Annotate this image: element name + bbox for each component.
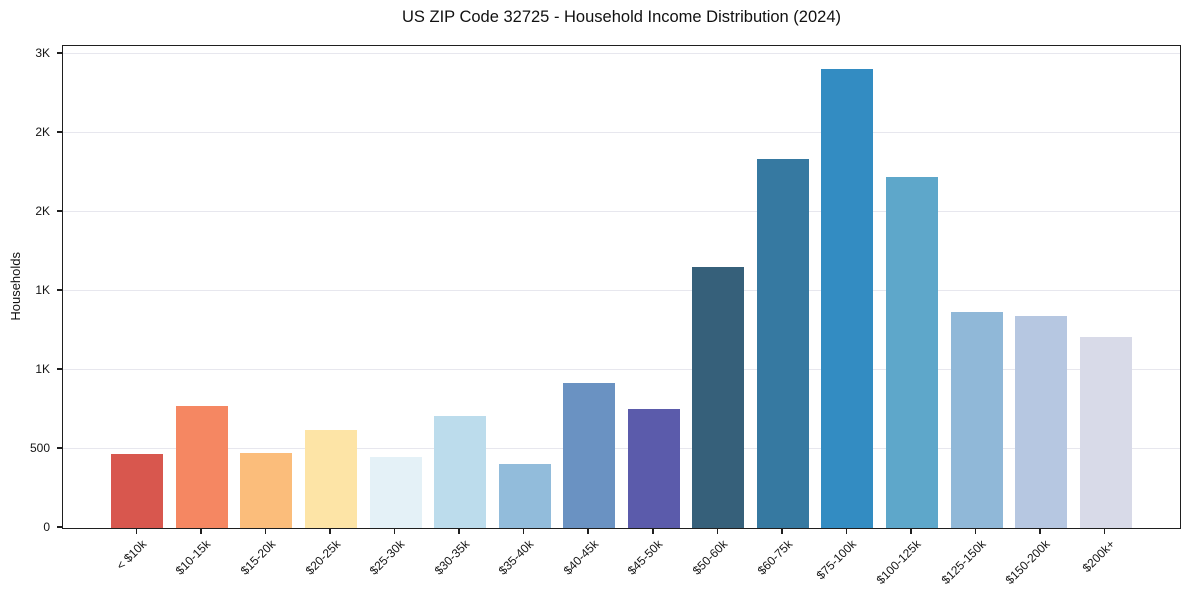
bar-75-100k [821,68,874,528]
y-tick-label: 2K [35,203,50,218]
x-tick-label: < $10k [113,537,150,573]
x-tick-label: $125-150k [938,537,989,588]
bar-10k [111,453,164,528]
y-tick-mark [57,368,62,370]
y-tick-mark [57,447,62,449]
x-tick-label: $75-100k [814,537,860,583]
bar-20-25k [304,430,357,528]
x-tick-label: $20-25k [302,537,343,578]
x-tick-label: $45-50k [625,537,666,578]
y-tick-mark [57,52,62,54]
x-tick-label: $200k+ [1079,537,1118,575]
x-tick-mark [1039,529,1041,534]
x-tick-mark [522,529,525,534]
x-tick-label: $150-200k [1003,537,1054,588]
x-tick-label: $100-125k [873,537,924,588]
x-tick-mark [716,529,719,534]
y-tick-label: 3K [35,45,50,60]
x-tick-mark [781,529,783,534]
x-tick-mark [1103,529,1106,534]
y-tick-mark [57,289,62,291]
chart-title: US ZIP Code 32725 - Household Income Dis… [401,8,841,26]
bar-10-15k [175,405,228,528]
bar-35-40k [498,464,551,528]
gridline [63,290,1180,292]
x-tick-mark [845,529,848,534]
gridline [63,132,1180,134]
x-tick-label: $60-75k [754,537,795,578]
x-tick-mark [652,529,654,534]
bar-45-50k [627,409,680,528]
x-tick-label: $40-45k [560,537,602,578]
bar-30-35k [434,415,487,528]
gridline [63,53,1180,55]
x-tick-mark [393,529,396,534]
bar-25-30k [369,456,422,528]
y-tick-label: 500 [29,440,50,455]
x-tick-mark [264,529,267,534]
x-tick-mark [329,529,331,534]
bar-125-150k [950,312,1003,528]
plot-area [62,45,1181,529]
x-tick-label: $25-30k [366,537,408,578]
x-tick-mark [974,529,977,534]
bar-100-125k [886,177,939,528]
x-tick-mark [135,529,138,534]
x-tick-label: $10-15k [173,537,214,578]
y-tick-mark [57,210,62,212]
x-tick-label: $50-60k [689,537,731,578]
y-tick-label: 0 [43,520,50,534]
gridline [63,369,1180,371]
gridline [63,211,1180,213]
x-tick-mark [587,529,589,534]
bar-15-20k [240,452,293,528]
bar-150-200k [1015,316,1068,528]
y-tick-label: 1K [35,361,50,376]
x-tick-label: $30-35k [431,537,472,578]
bar-40-45k [563,382,616,528]
x-tick-label: $35-40k [495,537,537,578]
bar-60-75k [756,159,809,528]
y-tick-mark [57,131,62,133]
x-tick-mark [200,529,202,534]
y-tick-mark [57,526,62,528]
bar-50-60k [692,267,745,528]
gridline [63,448,1180,450]
y-tick-label: 2K [35,124,50,139]
x-tick-mark [910,529,912,534]
x-tick-mark [458,529,460,534]
y-axis: 0 500 1K 1K 2K 2K 3K [0,45,62,534]
y-tick-label: 1K [35,282,50,297]
x-axis: < $10k $10-15k $15-20k $20-25k $25-30k $30-35… [62,528,1181,590]
bar-200k [1079,336,1132,528]
x-tick-label: $15-20k [237,537,279,578]
